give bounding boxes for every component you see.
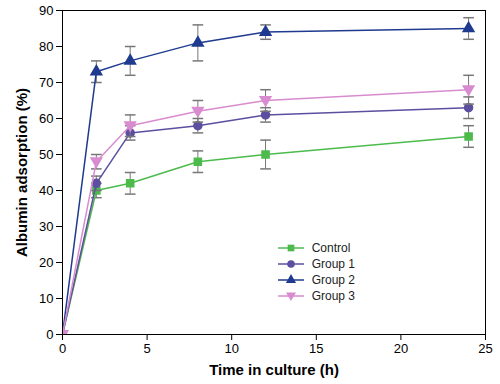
svg-text:20: 20 [394, 341, 408, 356]
svg-text:0: 0 [59, 341, 66, 356]
svg-text:80: 80 [39, 39, 53, 54]
svg-text:5: 5 [143, 341, 150, 356]
svg-text:25: 25 [478, 341, 492, 356]
svg-text:30: 30 [39, 219, 53, 234]
html-text:Group 2: Group 2 [311, 273, 355, 287]
svg-text:70: 70 [39, 75, 53, 90]
svg-text:Albumin adsorption (%): Albumin adsorption (%) [13, 88, 30, 257]
html-text:Group 1: Group 1 [311, 257, 355, 271]
svg-text:90: 90 [39, 3, 53, 18]
svg-text:20: 20 [39, 255, 53, 270]
svg-text:40: 40 [39, 183, 53, 198]
svg-text:Time in culture (h): Time in culture (h) [209, 361, 339, 378]
svg-text:10: 10 [39, 291, 53, 306]
svg-text:50: 50 [39, 147, 53, 162]
html-text:Control: Control [311, 241, 351, 255]
svg-text:60: 60 [39, 111, 53, 126]
html-text:Group 3: Group 3 [311, 289, 355, 303]
svg-text:10: 10 [224, 341, 238, 356]
svg-text:0: 0 [46, 327, 53, 342]
svg-text:15: 15 [309, 341, 323, 356]
